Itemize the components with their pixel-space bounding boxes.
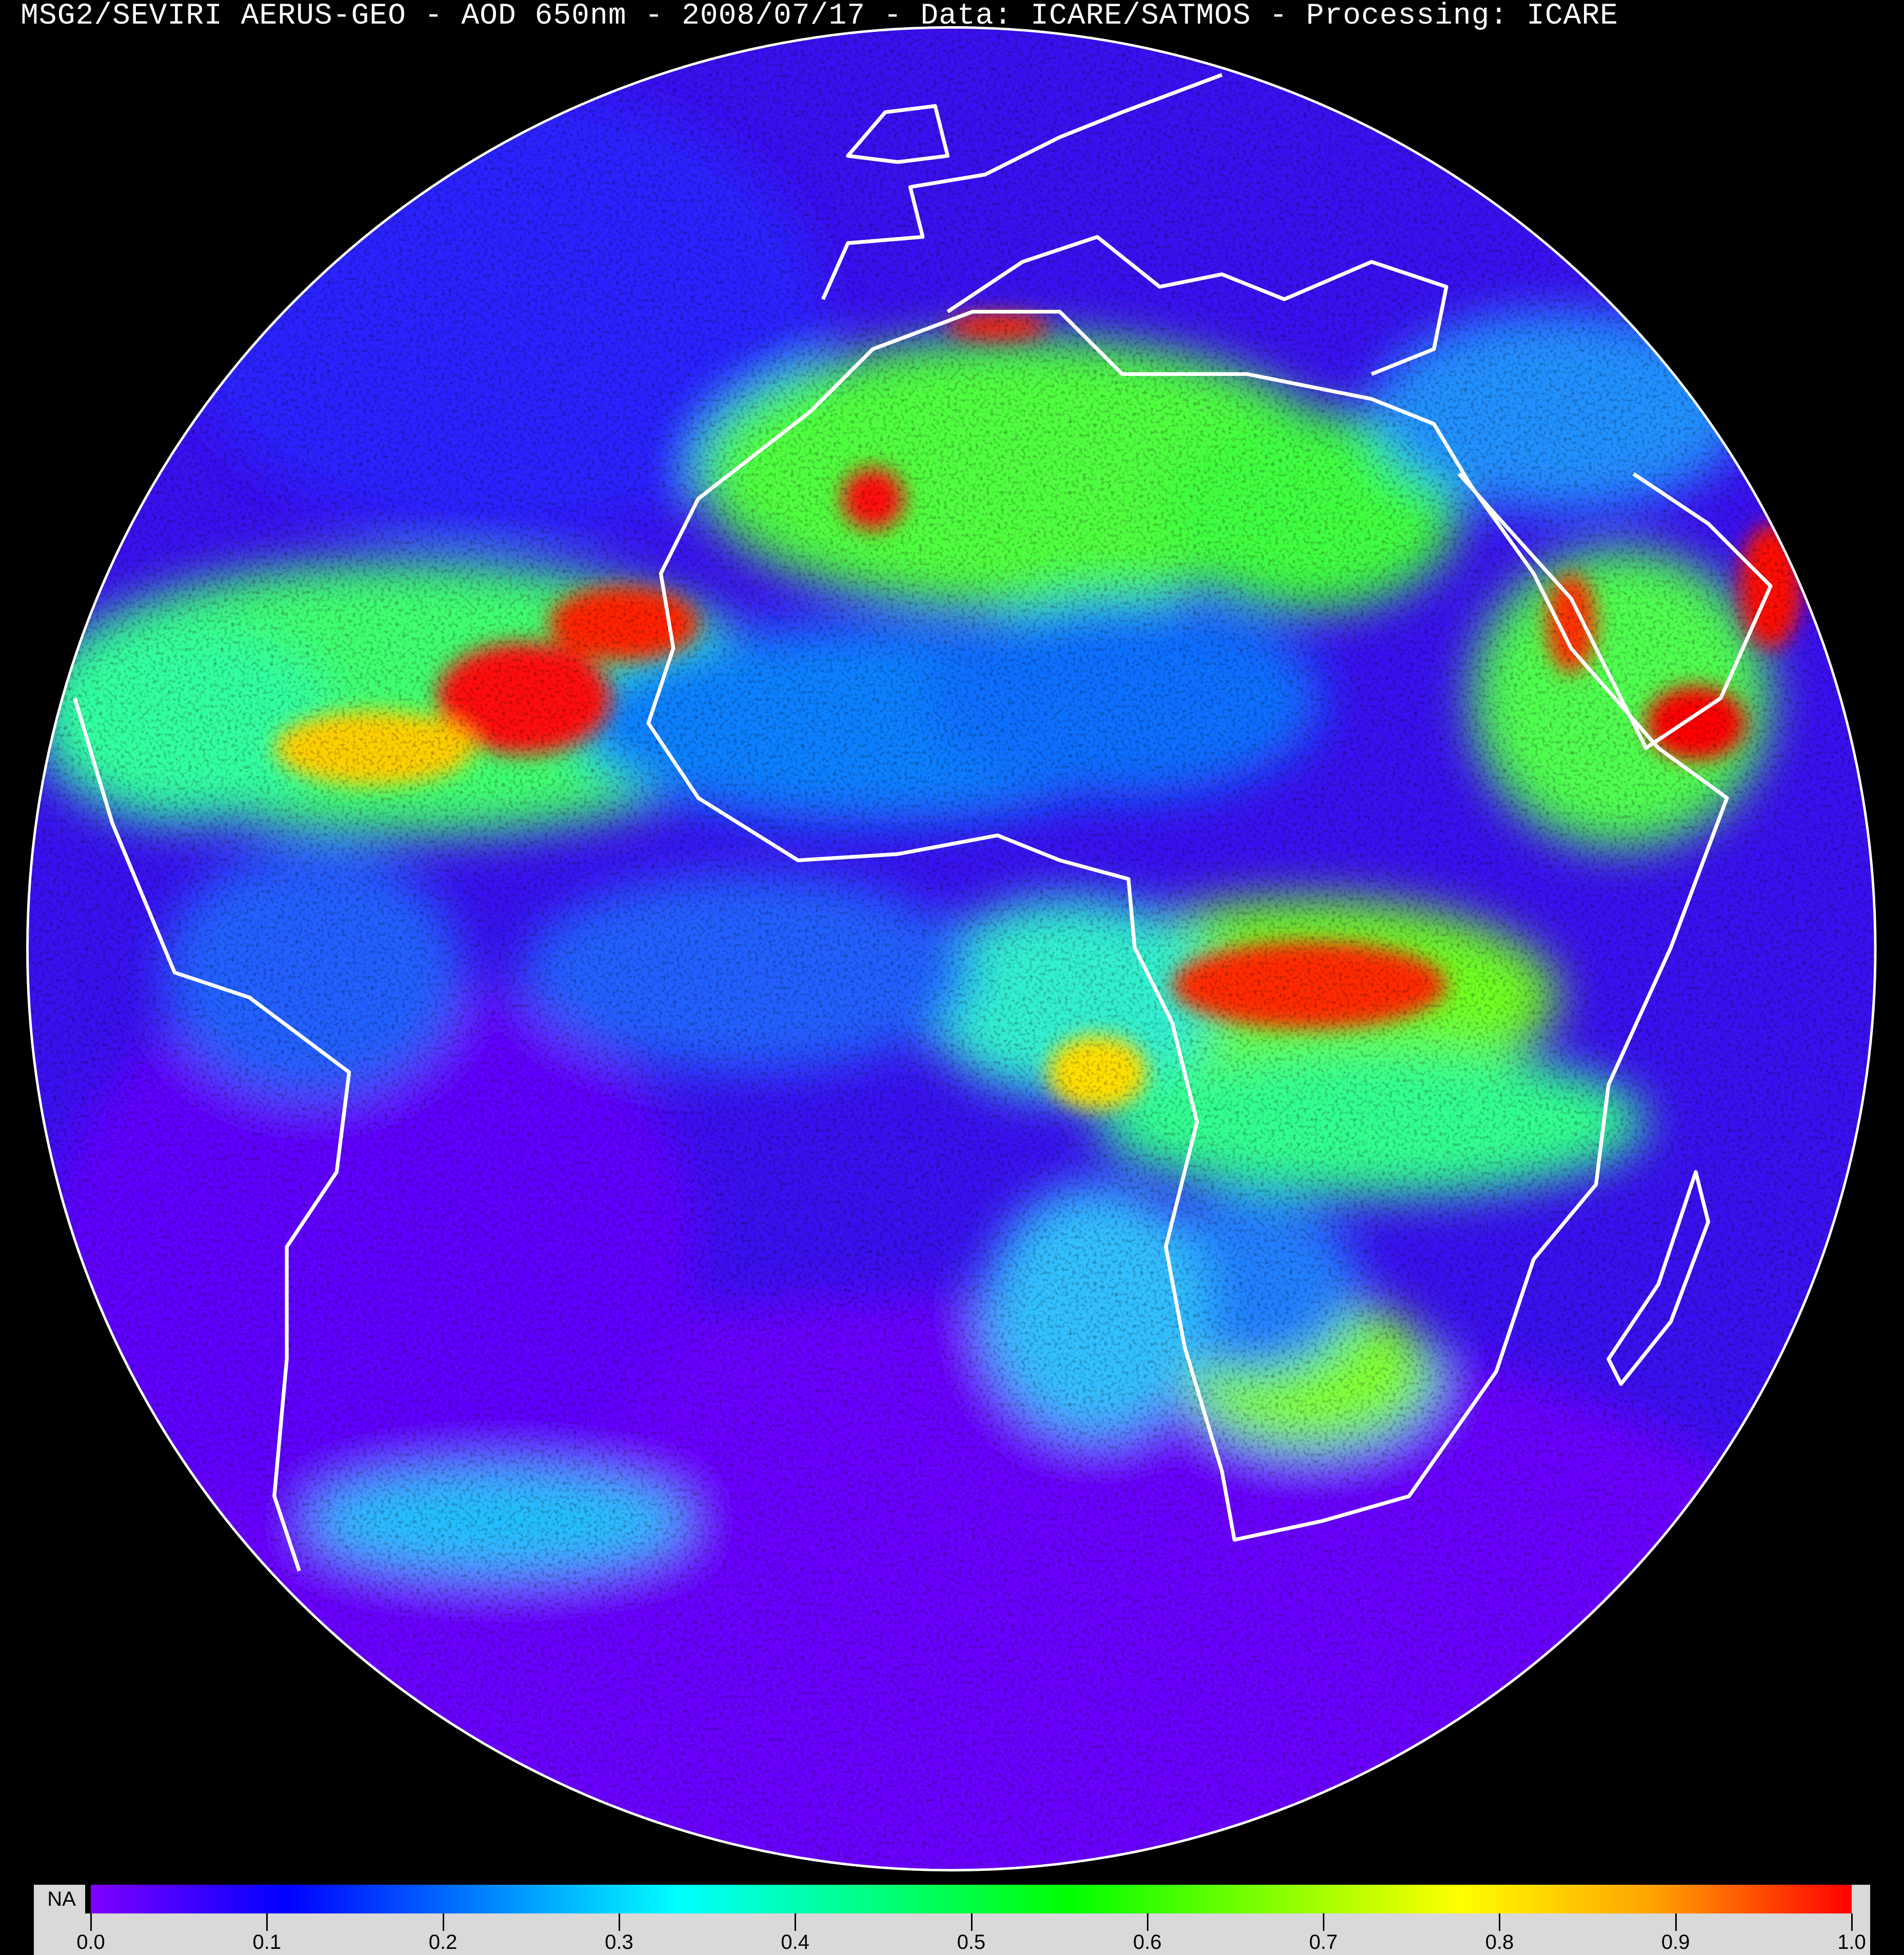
coastlines [73,73,1773,1572]
british-isles-coastline [846,104,950,164]
colorbar-tick [442,1913,444,1931]
colorbar-tick [90,1913,92,1931]
colorbar-tick [1499,1913,1501,1931]
colorbar-tick-label: 0.6 [1133,1931,1162,1953]
disk-limb [26,26,1877,1872]
colorbar-tick-label: 0.7 [1309,1931,1338,1953]
africa-coastline [646,310,1729,1542]
colorbar-tick [1675,1913,1677,1931]
arabia-coastline [1457,472,1773,750]
map-title: MSG2/SEVIRI AERUS-GEO - AOD 650nm - 2008… [21,0,1619,33]
europe-coastline [821,73,1449,376]
colorbar-tick [618,1913,620,1931]
colorbar-tick-label: 0.0 [76,1931,105,1953]
colorbar-gradient [91,1885,1852,1913]
colorbar-tick [970,1913,973,1931]
colorbar-tick-label: 0.1 [252,1931,282,1953]
colorbar-tick-label: 0.8 [1485,1931,1514,1953]
colorbar-tick-label: 0.3 [605,1931,633,1953]
na-swatch [85,1885,91,1913]
na-label: NA [47,1888,76,1910]
colorbar-tick [1851,1913,1853,1931]
colorbar-tick-label: 0.2 [428,1931,458,1953]
colorbar-tick [795,1913,797,1931]
colorbar-tick [266,1913,268,1931]
madagascar-coastline [1607,1170,1710,1386]
colorbar: NA 0.0 0.1 0.2 0.3 0.4 0.5 0.6 0.7 0.8 0.9 1.0 [34,1885,1870,1955]
colorbar-tick-label: 0.9 [1661,1931,1690,1953]
colorbar-tick [1323,1913,1325,1931]
colorbar-tick-label: 0.5 [957,1931,986,1953]
colorbar-tick [1146,1913,1148,1931]
south-america-coastline [73,697,351,1572]
colorbar-tick-label: 0.4 [781,1931,809,1953]
colorbar-tick-label: 1.0 [1837,1931,1866,1953]
